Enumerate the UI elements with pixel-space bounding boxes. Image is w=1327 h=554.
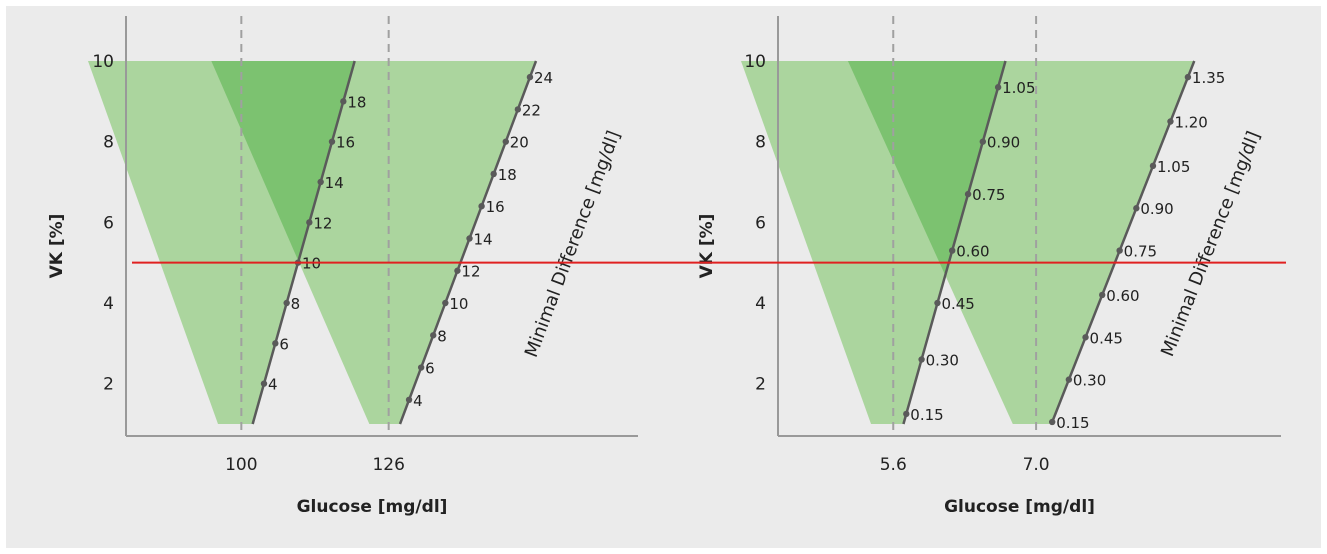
panel-1-inner-scale-dot-2 [272,340,279,347]
panel-1-outer-scale-dot-5 [454,267,461,274]
panel-1-outer-scale-dot-6 [466,235,473,242]
panel-2-outer-scale-label-7: 1.05 [1157,158,1190,176]
panel-2-x-tick-1: 5.6 [880,455,907,475]
panel-1-inner-scale-dot-3 [283,299,290,307]
panel-2-outer-scale-dot-4 [1099,291,1106,299]
panel-2-outer-scale-label-5: 0.75 [1124,243,1157,261]
panel-2-inner-scale-dot-6 [979,138,987,145]
panel-1-inner-scale-line [251,60,356,425]
panel-2-inner-scale-dot-3 [934,299,941,307]
panel-1-outer-scale-label-8: 18 [498,166,517,184]
panel-2-inner-scale-dot-7 [994,84,1002,91]
panel-2-inner-scale-label-4: 0.60 [956,243,989,261]
panel-2-outer-scale-label-1: 0.15 [1056,414,1089,432]
panel-2-y-axis-label: VK [%] [697,214,717,279]
panel-1-y-tick-4: 4 [103,294,114,314]
panel-1-outer-scale-dot-2 [417,364,425,371]
panel-2-inner-scale-label-7: 1.05 [1002,79,1035,97]
panel-1-outer-scale-dot-10 [514,106,522,113]
panel-2-inner-scale-label-5: 0.75 [972,186,1005,204]
panel-2-outer-scale-label-8: 1.20 [1174,114,1207,132]
panel-1-outer-scale-dot-7 [478,203,485,210]
panel-1-outer-scale-label-3: 8 [437,327,447,345]
panel-1-outer-scale-dot-9 [502,138,509,145]
panel-2-x-axis-label: Glucose [mg/dl] [944,497,1095,517]
panel-1-inner-scale-dot-6 [317,178,324,186]
panel-1-inner-scale-dot-5 [306,219,313,226]
panel-1-y-axis-label: VK [%] [47,214,67,279]
panel-2-outer-scale-label-6: 0.90 [1140,200,1173,218]
panel-1-outer-scale-label-1: 4 [413,392,423,410]
panel-1-y-tick-10: 10 [92,52,114,72]
panel-1-outer-scale-dot-3 [430,332,437,339]
panel-1-outer-scale-dot-8 [490,170,497,178]
panel-1-outer-scale-dot-11 [526,73,534,81]
panel-1-outer-scale-line [398,60,538,425]
panel-2-outer-scale-dot-7 [1149,162,1157,170]
panel-1-outer-scale-dot-4 [442,299,449,307]
panel-2-y-tick-10: 10 [744,52,766,72]
panel-1-outer-scale-label-7: 16 [486,198,505,216]
panel-1-inner-scale-label-5: 12 [313,214,332,232]
panel-2-inner-scale-dot-4 [949,247,956,254]
panel-2-inner-scale-label-6: 0.90 [987,134,1020,152]
panel-2-outer-scale-label-2: 0.30 [1073,372,1106,390]
chart-canvas: 4681012141618468101214161820222424681010… [47,16,1286,517]
panel-1-outer-scale-label-5: 12 [461,263,480,281]
panel-1-outer-scale-label-9: 20 [510,134,529,152]
panel-1-outer-scale-dot-1 [405,396,413,403]
panel-2-outer-scale-dot-5 [1116,247,1123,254]
figure: 4 6 8 10 12 14 16 18 4 6 8 10 12 14 16 18 20 22 24 2 4 6 8 10 10… [6,6,1321,548]
panel-1-inner-scale-dot-1 [260,380,268,387]
panel-2-x-tick-2: 7.0 [1023,455,1050,475]
panel-2-outer-scale-dot-1 [1049,418,1056,426]
panel-1-inner-scale-label-2: 6 [279,335,289,353]
panel-2-outer-scale-dot-3 [1082,334,1089,341]
panel-2-y-tick-6: 6 [755,213,766,233]
panel-2-inner-scale-label-1: 0.15 [910,406,943,424]
panel-2-inner-scale-dot-5 [964,190,972,198]
panel-2-inner-scale-label-3: 0.45 [941,295,974,313]
panel-1-x-tick-2: 126 [372,455,404,475]
panel-2-outer-scale-label-3: 0.45 [1090,329,1123,347]
panel-1-inner-scale-label-8: 18 [347,93,366,111]
panel-2-y-tick-8: 8 [755,133,766,153]
panel-1-outer-scale-label-6: 14 [474,230,493,248]
panel-1-outer-scale-label-4: 10 [449,295,468,313]
panel-1-outer-scale-label-11: 24 [534,69,553,87]
panel-2-y-tick-4: 4 [755,294,766,314]
panel-1-inner-scale-label-1: 4 [268,376,278,394]
panel-1-scale-title: Minimal Difference [mg/dl] [521,128,625,360]
panel-1-inner-scale-label-6: 14 [325,174,344,192]
panel-1-x-axis-label: Glucose [mg/dl] [297,497,448,517]
panel-2-outer-scale-dot-8 [1167,118,1174,125]
panel-2-outer-scale-dot-9 [1184,73,1192,81]
panel-1-outer-scale-label-2: 6 [425,360,435,378]
panel-2-outer-scale-dot-6 [1133,205,1140,212]
panel-2-inner-scale-label-2: 0.30 [926,351,959,369]
panel-1-x-tick-1: 100 [225,455,257,475]
panel-1-outer-scale-label-10: 22 [522,101,541,119]
panel-1-inner-scale-label-7: 16 [336,134,355,152]
panel-1-y-tick-8: 8 [103,133,114,153]
panel-1-inner-scale-dot-7 [328,138,336,145]
panel-2-y-tick-2: 2 [755,375,766,395]
panel-2-outer-scale-dot-2 [1065,376,1073,383]
panel-2-inner-scale-dot-1 [903,410,910,418]
panel-2-inner-scale-line [902,60,1007,425]
panel-2-overlap-region [847,61,1006,276]
panel-2-outer-scale-label-4: 0.60 [1106,287,1139,305]
panel-1-inner-scale-dot-8 [340,98,347,105]
panel-1-overlap-region [211,61,355,262]
panel-1-y-tick-2: 2 [103,375,114,395]
panel-2-inner-scale-dot-2 [918,356,925,363]
panel-2-outer-scale-label-9: 1.35 [1192,69,1225,87]
panel-1-y-tick-6: 6 [103,213,114,233]
panel-1-inner-scale-label-3: 8 [291,295,301,313]
